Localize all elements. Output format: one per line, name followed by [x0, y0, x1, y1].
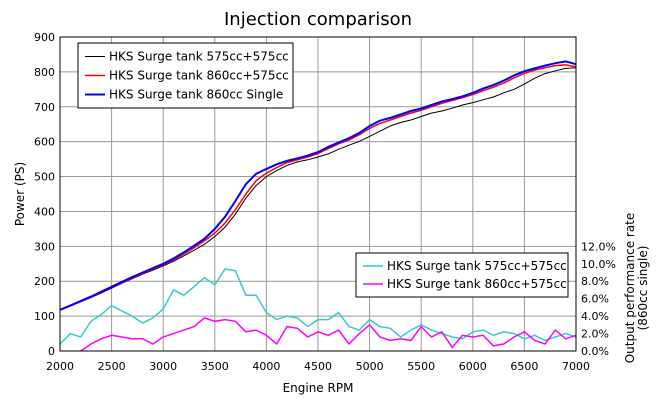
x-tick-label: 2500	[98, 360, 126, 373]
legend-entry: HKS Surge tank 860cc Single	[109, 88, 283, 102]
y-tick-label: 200	[34, 275, 55, 288]
y-tick-label: 800	[34, 66, 55, 79]
power-series-line-0	[59, 67, 577, 311]
power-series-line-2	[59, 60, 577, 311]
legend-box	[355, 252, 569, 298]
y2-tick-label: 8.0%	[581, 275, 609, 288]
series-lines	[59, 60, 577, 352]
y2-tick-label: 2.0%	[581, 328, 609, 341]
legend-power: HKS Surge tank 575cc+575cc HKS Surge tank…	[77, 42, 294, 109]
y-tick-label: 600	[34, 136, 55, 149]
y-tick-label: 100	[34, 310, 55, 323]
y-axis-label: Power (PS)	[13, 162, 27, 226]
y2-tick-label: 12.0%	[581, 240, 616, 253]
x-tick-label: 3000	[149, 360, 177, 373]
y2-axis-label-line2: (860cc single)	[636, 246, 650, 331]
y2-tick-label: 0.0%	[581, 345, 609, 358]
legend-rate: HKS Surge tank 575cc+575cc HKS Surge tank…	[355, 252, 569, 298]
x-tick-label: 6000	[459, 360, 487, 373]
plot-frame	[59, 36, 577, 352]
x-tick-label: 3500	[201, 360, 229, 373]
rate-series-line-0	[59, 268, 577, 345]
x-tick-label: 2000	[46, 360, 74, 373]
tick-labels: 2000 2500 3000 3500 4000 4500 5000 5500 6000 6500…	[34, 31, 616, 373]
y-tick-label: 500	[34, 171, 55, 184]
legend-entry: HKS Surge tank 575cc+575cc	[109, 50, 289, 64]
legend-entry: HKS Surge tank 575cc+575cc	[387, 259, 567, 273]
legend-entry: HKS Surge tank 860cc+575cc	[387, 277, 567, 291]
legend-box	[77, 42, 294, 109]
y2-tick-label: 4.0%	[581, 310, 609, 323]
y2-tick-label: 6.0%	[581, 293, 609, 306]
y-tick-label: 400	[34, 205, 55, 218]
y2-axis-label-line1: Output performance rate	[623, 213, 637, 364]
x-tick-label: 4500	[304, 360, 332, 373]
y-tick-label: 700	[34, 101, 55, 114]
y-tick-label: 900	[34, 31, 55, 44]
x-axis-label: Engine RPM	[283, 381, 354, 395]
x-tick-label: 4000	[252, 360, 280, 373]
rate-series-line-1	[80, 317, 577, 352]
chart-title: Injection comparison	[224, 9, 412, 30]
x-tick-label: 7000	[562, 360, 590, 373]
y2-tick-label: 10.0%	[581, 258, 616, 271]
legend-entry: HKS Surge tank 860cc+575cc	[109, 69, 289, 83]
y-tick-label: 300	[34, 240, 55, 253]
x-tick-label: 5000	[356, 360, 384, 373]
x-tick-label: 6500	[510, 360, 538, 373]
x-tick-label: 5500	[407, 360, 435, 373]
y-tick-label: 0	[48, 345, 55, 358]
